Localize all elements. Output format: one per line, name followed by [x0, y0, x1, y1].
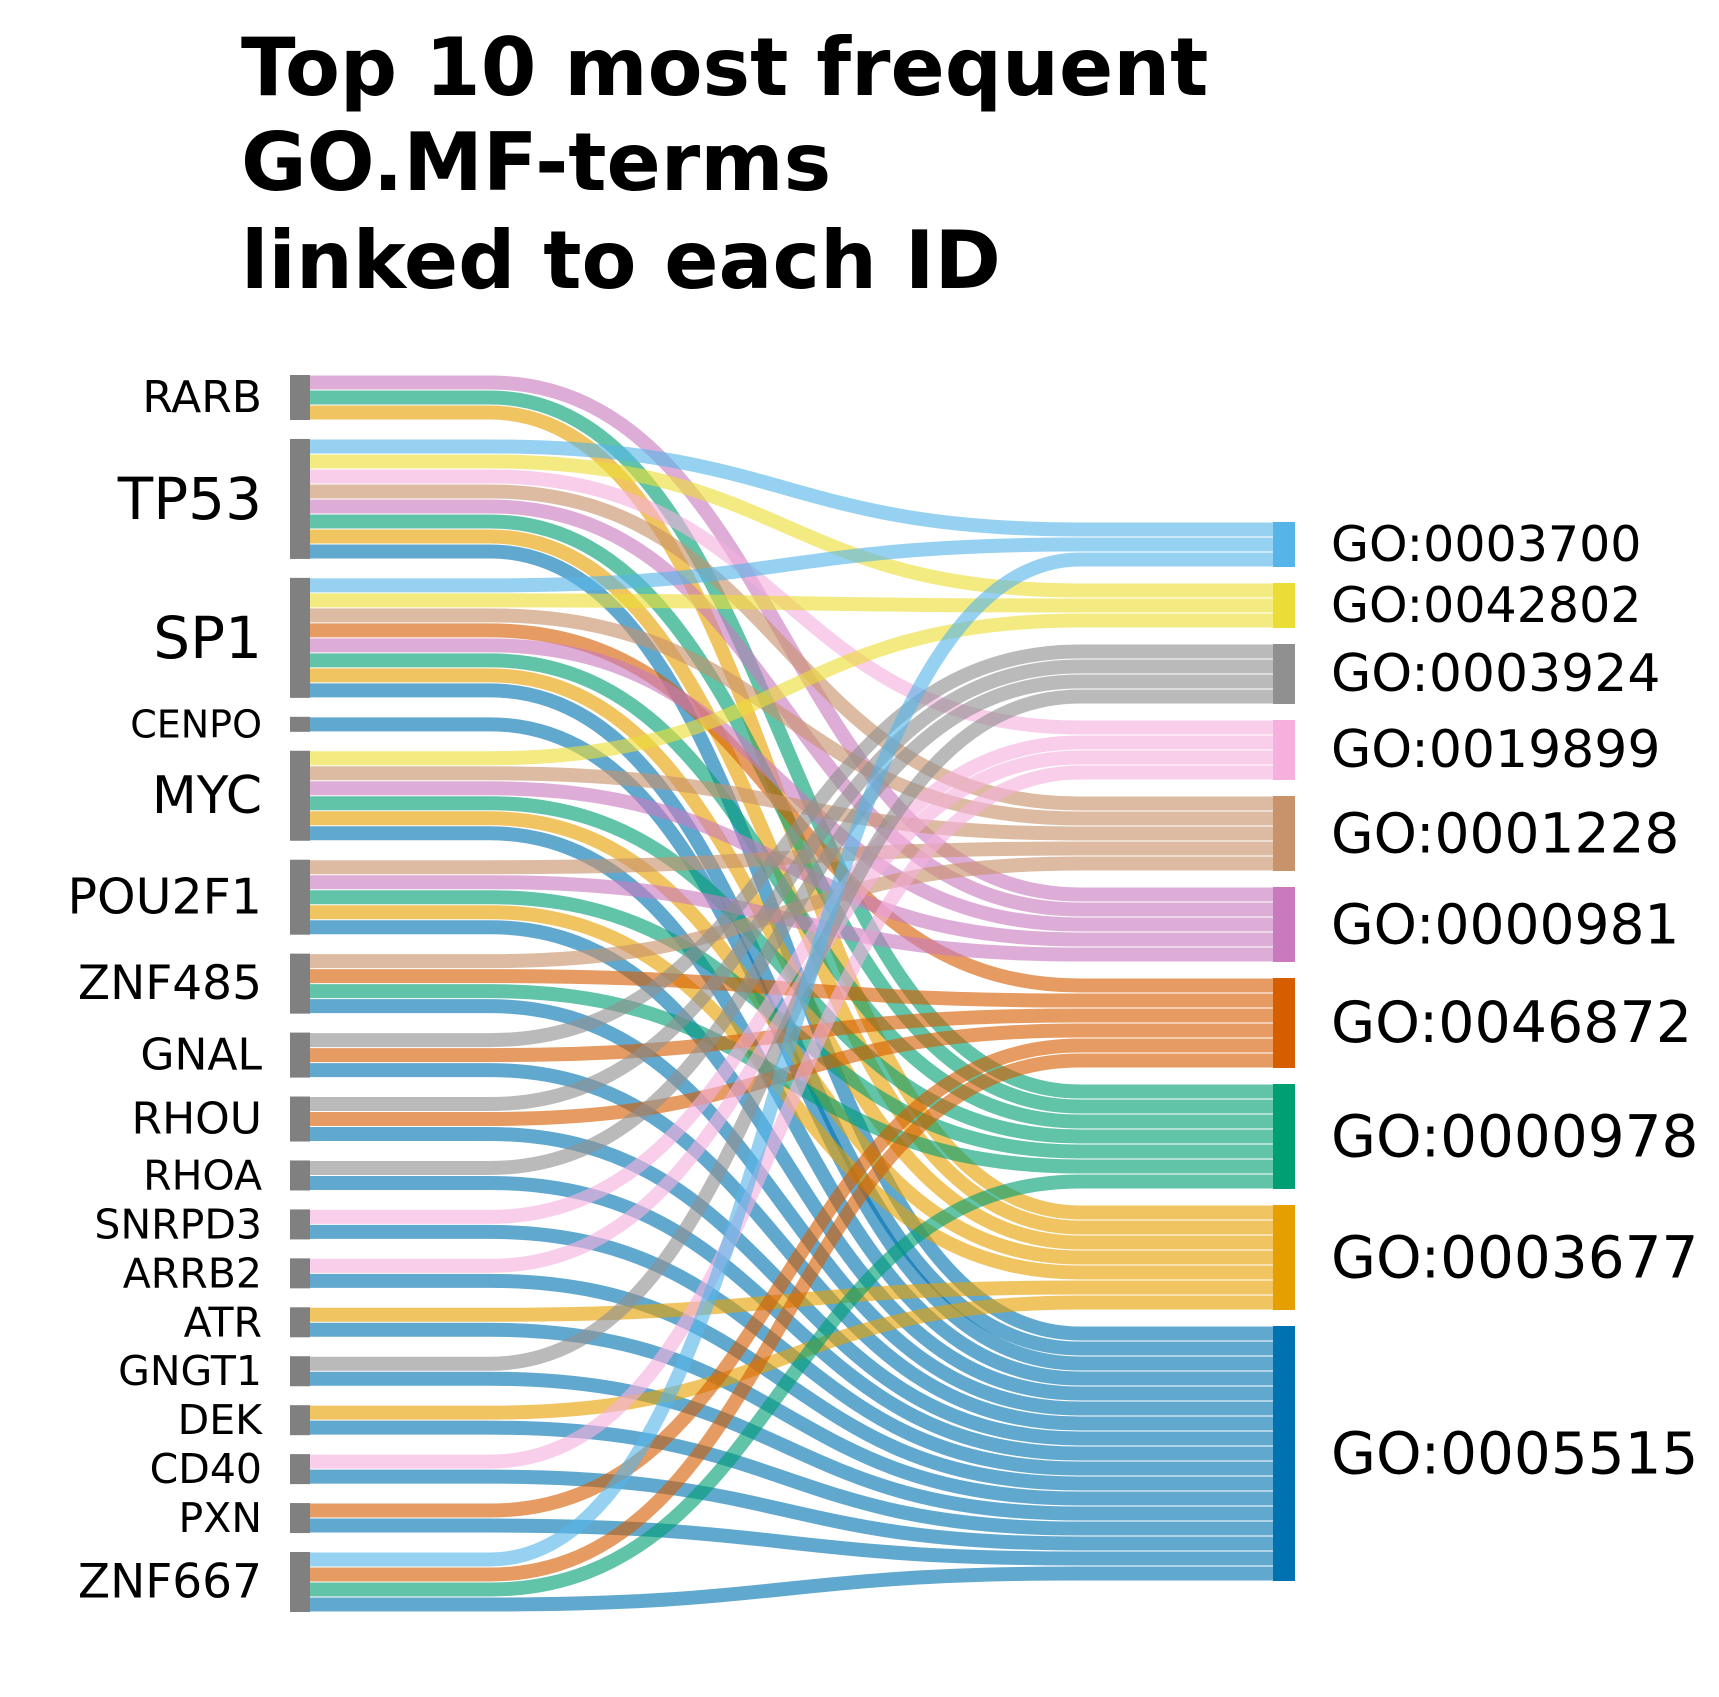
source-label-myc: MYC	[152, 766, 262, 826]
link-cd40-go0005515	[310, 1469, 1273, 1551]
target-label-go0000978: GO:0000978	[1331, 1103, 1698, 1171]
source-label-rarb: RARB	[142, 372, 262, 423]
link-tp53-go0000981	[310, 499, 1273, 917]
link-tp53-go0042802	[310, 454, 1273, 598]
link-sp1-go0003700	[310, 537, 1273, 593]
source-label-gnal: GNAL	[140, 1030, 262, 1081]
target-node-go0019899	[1273, 720, 1295, 780]
target-node-go0000978	[1273, 1084, 1295, 1189]
source-node-pxn	[290, 1503, 310, 1534]
source-node-znf485	[290, 953, 310, 1014]
link-sp1-go0042802	[310, 593, 1273, 613]
link-pxn-go0046872	[310, 1038, 1273, 1518]
source-node-gngt1	[290, 1356, 310, 1387]
source-label-znf667: ZNF667	[78, 1555, 262, 1610]
link-cd40-go0019899	[310, 765, 1273, 1469]
target-node-go0005515	[1273, 1326, 1295, 1581]
link-rhou-go0003924	[310, 659, 1273, 1112]
source-label-pou2f1: POU2F1	[67, 869, 262, 926]
link-atr-go0003677	[310, 1280, 1273, 1322]
source-node-myc	[290, 750, 310, 841]
link-myc-go0042802	[310, 613, 1273, 766]
chart-title-line-3: linked to each ID	[241, 214, 1001, 307]
link-sp1-go0001228	[310, 608, 1273, 826]
chart-title-line-1: Top 10 most frequent	[241, 21, 1208, 114]
target-node-go0001228	[1273, 796, 1295, 871]
source-label-atr: ATR	[184, 1298, 262, 1346]
link-sp1-go0003677	[310, 668, 1273, 1250]
source-label-gngt1: GNGT1	[118, 1347, 262, 1395]
link-snrpd3-go0019899	[310, 735, 1273, 1224]
link-gngt1-go0005515	[310, 1371, 1273, 1521]
link-sp1-go0000981	[310, 638, 1273, 932]
source-label-sp1: SP1	[153, 604, 262, 672]
target-label-go0003700: GO:0003700	[1331, 516, 1641, 573]
link-myc-go0001228	[310, 766, 1273, 841]
link-znf667-go0005515	[310, 1566, 1273, 1612]
link-tp53-go0001228	[310, 484, 1273, 811]
source-node-sp1	[290, 577, 310, 698]
chart-title: Top 10 most frequent GO.MF-terms linked …	[241, 21, 1208, 307]
target-label-go0005515: GO:0005515	[1331, 1420, 1698, 1488]
link-znf667-go0000978	[310, 1174, 1273, 1597]
source-node-rhoa	[290, 1160, 310, 1191]
source-label-znf485: ZNF485	[78, 956, 262, 1011]
target-label-go0046872: GO:0046872	[1331, 990, 1692, 1056]
link-pou2f1-go0003677	[310, 905, 1273, 1280]
source-node-atr	[290, 1307, 310, 1338]
source-node-rarb	[290, 375, 310, 420]
link-rhoa-go0003924	[310, 674, 1273, 1175]
link-arrb2-go0019899	[310, 750, 1273, 1273]
link-gngt1-go0003924	[310, 689, 1273, 1371]
source-node-dek	[290, 1405, 310, 1436]
link-znf667-go0003700	[310, 552, 1273, 1567]
target-node-go0003700	[1273, 522, 1295, 567]
target-label-go0042802: GO:0042802	[1331, 577, 1641, 634]
source-node-gnal	[290, 1032, 310, 1078]
link-znf667-go0046872	[310, 1053, 1273, 1582]
source-label-snrpd3: SNRPD3	[94, 1200, 262, 1248]
source-label-arrb2: ARRB2	[123, 1249, 262, 1297]
source-label-pxn: PXN	[179, 1494, 262, 1542]
source-node-cenpo	[290, 716, 310, 732]
link-gnal-go0003924	[310, 644, 1273, 1048]
source-node-pou2f1	[290, 859, 310, 935]
target-label-go0001228: GO:0001228	[1331, 802, 1679, 866]
link-layer	[310, 375, 1273, 1612]
node-layer	[290, 375, 1295, 1612]
target-node-go0046872	[1273, 978, 1295, 1068]
source-node-cd40	[290, 1454, 310, 1485]
target-node-go0000981	[1273, 887, 1295, 962]
link-tp53-go0003700	[310, 439, 1273, 537]
source-label-cd40: CD40	[150, 1445, 262, 1493]
target-label-go0003924: GO:0003924	[1331, 644, 1660, 704]
source-node-znf667	[290, 1552, 310, 1612]
source-label-rhou: RHOU	[132, 1094, 263, 1145]
target-label-go0019899: GO:0019899	[1331, 720, 1660, 780]
link-pou2f1-go0005515	[310, 920, 1273, 1401]
source-label-cenpo: CENPO	[130, 702, 262, 746]
source-label-rhoa: RHOA	[143, 1151, 262, 1199]
target-node-go0003924	[1273, 644, 1295, 704]
label-layer: RARB TP53 SP1 CENPO MYC POU2F1 ZNF485 GNAL RHOU R…	[67, 372, 1698, 1610]
source-label-dek: DEK	[178, 1396, 263, 1444]
link-dek-go0003677	[310, 1295, 1273, 1420]
link-pou2f1-go0001228	[310, 841, 1273, 875]
target-label-go0000981: GO:0000981	[1331, 893, 1679, 957]
chart-title-line-2: GO.MF-terms	[241, 116, 831, 209]
source-node-snrpd3	[290, 1209, 310, 1240]
target-node-go0042802	[1273, 583, 1295, 628]
source-node-rhou	[290, 1096, 310, 1142]
source-label-tp53: TP53	[117, 465, 262, 533]
source-node-arrb2	[290, 1258, 310, 1289]
target-label-go0003677: GO:0003677	[1331, 1224, 1698, 1292]
target-node-go0003677	[1273, 1205, 1295, 1310]
source-node-tp53	[290, 438, 310, 559]
